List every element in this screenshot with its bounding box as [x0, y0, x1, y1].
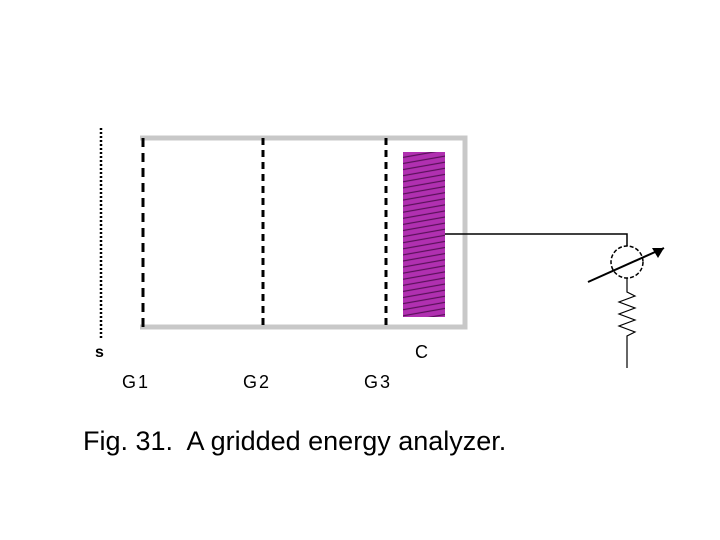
- meter: [610, 245, 644, 279]
- caption: Fig. 31. A gridded energy analyzer.: [83, 426, 506, 456]
- collector: [403, 152, 445, 317]
- resistor: [617, 278, 637, 368]
- arrow-head: [652, 248, 664, 258]
- wire: [445, 233, 628, 246]
- label-c: C: [415, 342, 428, 362]
- label-g1: G1: [122, 372, 150, 392]
- housing: [140, 135, 468, 330]
- variable-arrow: [587, 247, 665, 283]
- label-g3: G3: [364, 372, 392, 392]
- label-s: s: [95, 344, 104, 361]
- label-g2: G2: [243, 372, 271, 392]
